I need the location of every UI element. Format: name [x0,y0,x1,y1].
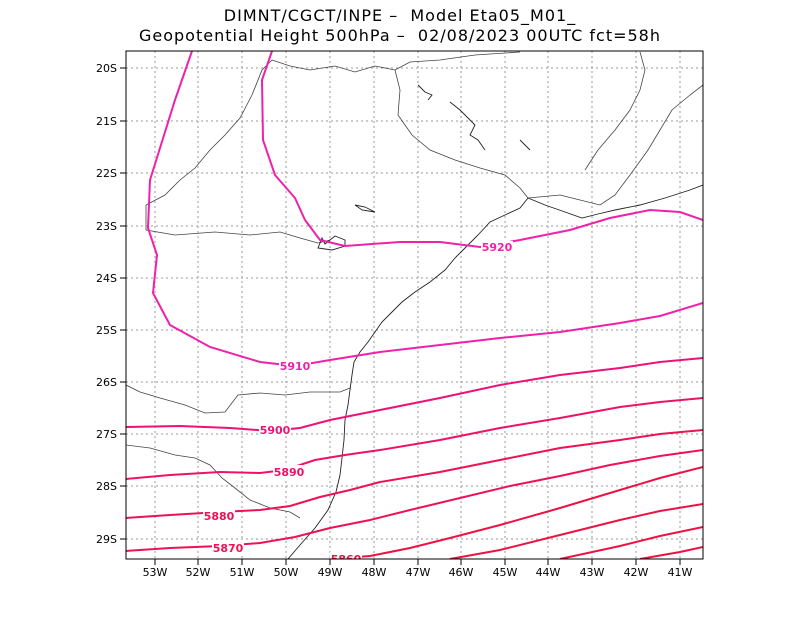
lat-tick-label: 22S [96,167,117,180]
lat-lon-grid [126,51,703,559]
contour-5910a [260,51,703,249]
label-5900: 5900 [260,424,291,437]
contour-labels: 5920 5910 5900 5890 5880 5870 5860 [203,241,513,566]
label-5880: 5880 [204,510,235,523]
contour-5840 [559,526,703,559]
lat-tick-label: 21S [96,115,117,128]
lat-tick-label: 23S [96,220,117,233]
lon-tick-labels: 53W 52W 51W 50W 49W 48W 47W 46W 45W 44W … [143,566,693,579]
lat-tick-label: 29S [96,533,117,546]
lon-tick-label: 53W [143,566,168,579]
lon-tick-label: 52W [186,566,211,579]
tick-marks [120,67,681,565]
contour-5830 [639,546,703,559]
geopotential-contours [126,51,703,559]
contour-5860 [329,466,703,559]
lon-tick-label: 43W [580,566,605,579]
label-5860: 5860 [331,553,362,566]
map-frame [125,50,704,560]
lat-tick-label: 25S [96,324,117,337]
coastline [287,84,703,559]
lon-tick-label: 44W [536,566,561,579]
lon-tick-label: 49W [318,566,343,579]
contour-5890 [126,397,703,480]
contour-5880 [126,429,703,519]
lat-tick-label: 20S [96,62,117,75]
lat-tick-label: 26S [96,376,117,389]
lat-tick-label: 24S [96,272,117,285]
contour-5900 [126,357,703,433]
lon-tick-label: 51W [230,566,255,579]
lat-tick-label: 28S [96,480,117,493]
contour-5870 [126,449,703,552]
title-line-1: DIMNT/CGCT/INPE – Model Eta05_M01_ [223,6,577,25]
lon-tick-label: 45W [493,566,518,579]
state-borders [126,51,703,519]
title-line-2: Geopotential Height 500hPa – 02/08/2023 … [138,26,661,45]
contour-5850 [449,503,703,559]
lon-tick-label: 47W [406,566,431,579]
contour-5920 [146,51,703,368]
lon-tick-label: 42W [624,566,649,579]
lon-tick-label: 50W [274,566,299,579]
lon-tick-label: 41W [668,566,693,579]
lon-tick-label: 46W [449,566,474,579]
label-5920: 5920 [482,241,513,254]
label-5890: 5890 [274,466,305,479]
lat-tick-labels: 20S 21S 22S 23S 24S 25S 26S 27S 28S 29S [96,62,117,546]
label-5870: 5870 [213,542,244,555]
lat-tick-label: 27S [96,428,117,441]
lon-tick-label: 48W [362,566,387,579]
label-5910: 5910 [280,360,311,373]
